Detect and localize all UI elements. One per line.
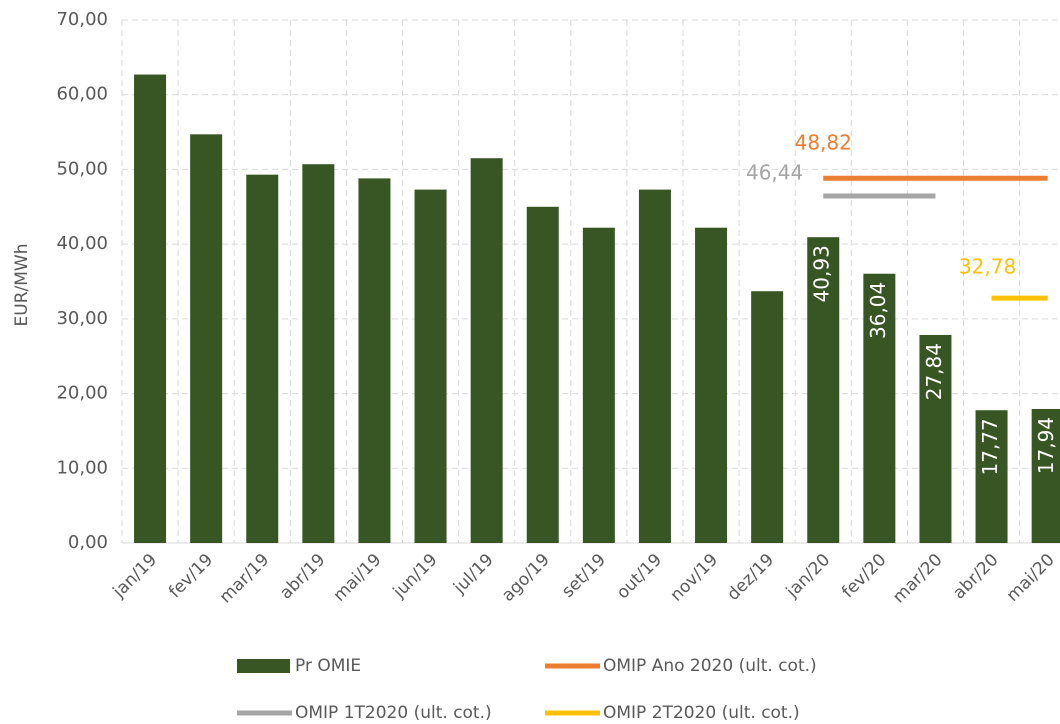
x-tick-label: jun/19 [389, 550, 442, 603]
x-tick-label: fev/20 [838, 550, 890, 602]
y-tick-label: 40,00 [56, 233, 108, 254]
bar-value-label: 17,77 [978, 418, 1002, 475]
bar [582, 227, 615, 543]
bar [470, 158, 503, 543]
y-tick-label: 0,00 [68, 532, 108, 553]
y-tick-label: 50,00 [56, 158, 108, 179]
line-value-label: 32,78 [959, 255, 1016, 279]
x-tick-label: nov/19 [667, 550, 723, 606]
x-tick-label: jan/20 [782, 550, 835, 603]
bar [695, 227, 728, 543]
x-tick-label: fev/19 [165, 550, 217, 602]
legend-label: OMIP 1T2020 (ult. cot.) [295, 703, 492, 723]
x-tick-label: abr/19 [276, 550, 329, 603]
bar [863, 273, 896, 543]
bar [302, 164, 335, 543]
x-tick-label: ago/19 [498, 550, 554, 606]
bar-value-label: 40,93 [810, 245, 834, 302]
x-tick-label: set/19 [558, 550, 610, 602]
bar [1031, 408, 1060, 543]
bar [134, 74, 167, 543]
line-value-label: 48,82 [795, 131, 852, 155]
x-tick-label: mar/19 [216, 550, 274, 608]
y-axis-title: EUR/MWh [12, 244, 32, 327]
x-tick-label: dez/19 [723, 550, 778, 605]
bar [190, 134, 223, 543]
bar-value-label: 27,84 [922, 343, 946, 400]
legend-label: Pr OMIE [295, 656, 361, 676]
legend-swatch [237, 659, 290, 673]
x-tick-label: mai/20 [1003, 550, 1059, 606]
y-tick-label: 30,00 [56, 308, 108, 329]
legend-label: OMIP 2T2020 (ult. cot.) [603, 703, 800, 723]
x-tick-label: mai/19 [330, 550, 386, 606]
y-tick-label: 20,00 [56, 383, 108, 404]
bar [246, 174, 279, 543]
bar [919, 334, 952, 543]
x-tick-label: mar/20 [889, 550, 947, 608]
x-tick-label: jul/19 [449, 550, 498, 599]
y-tick-label: 70,00 [56, 9, 108, 30]
y-tick-label: 10,00 [56, 457, 108, 478]
bar [526, 206, 559, 544]
bar-value-label: 36,04 [866, 282, 890, 339]
bar-value-label: 17,94 [1034, 417, 1058, 474]
x-tick-label: jan/19 [109, 550, 162, 603]
bar [975, 410, 1008, 543]
bar [751, 291, 784, 543]
x-tick-label: abr/20 [949, 550, 1002, 603]
line-value-label: 46,44 [746, 161, 803, 185]
bar [807, 237, 840, 543]
bar [414, 189, 447, 543]
legend-label: OMIP Ano 2020 (ult. cot.) [603, 656, 817, 676]
y-tick-label: 60,00 [56, 84, 108, 105]
x-tick-label: out/19 [613, 550, 666, 603]
bar [638, 189, 671, 543]
bar [358, 178, 391, 543]
